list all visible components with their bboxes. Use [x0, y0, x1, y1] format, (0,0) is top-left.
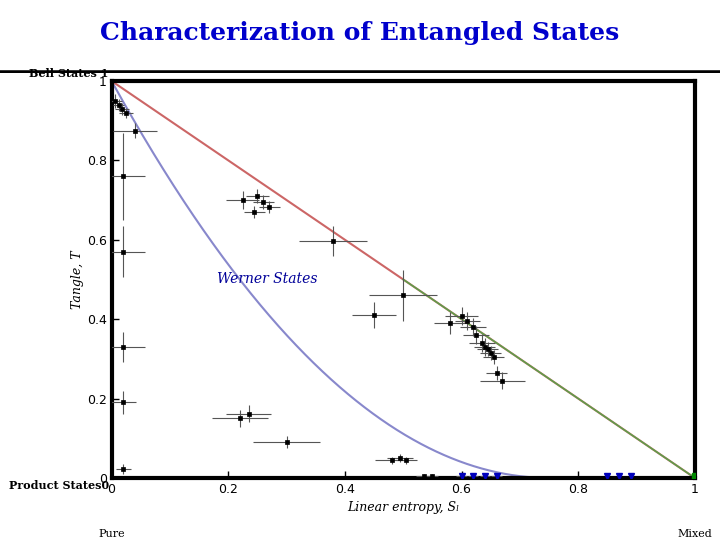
Text: Bell States 1: Bell States 1: [30, 68, 109, 79]
Text: Mixed
states: Mixed states: [678, 530, 712, 540]
X-axis label: Linear entropy, Sₗ: Linear entropy, Sₗ: [347, 501, 459, 514]
Text: Product States0: Product States0: [9, 480, 109, 491]
Y-axis label: Tangle, T: Tangle, T: [71, 250, 84, 309]
Text: Pure
states: Pure states: [95, 530, 128, 540]
Text: Werner States: Werner States: [217, 272, 317, 286]
Text: Characterization of Entangled States: Characterization of Entangled States: [100, 21, 620, 45]
